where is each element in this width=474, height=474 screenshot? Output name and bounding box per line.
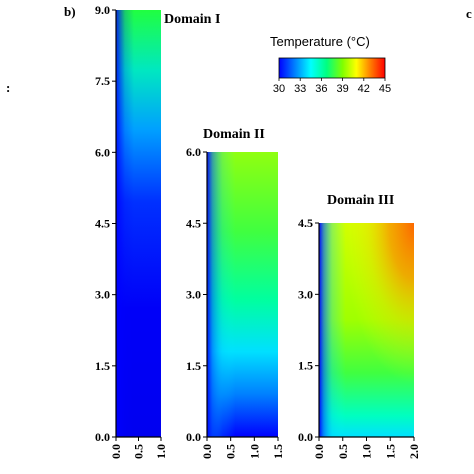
domain-3-x-tick-label: 2.0 — [407, 444, 421, 459]
domain-1-x-tick-label: 1.0 — [154, 444, 168, 459]
domain-1-axes: 0.0 1.5 3.0 4.5 6.0 7.5 9.0 0.0 0.5 1.0 — [95, 3, 168, 459]
colorbar-ticks: 30 33 36 39 42 45 — [273, 78, 391, 95]
domain-1-x-tick-label: 0.0 — [109, 444, 123, 459]
panel-letter: b) — [64, 4, 76, 19]
domain-3-wall-shading — [319, 223, 414, 437]
colorbar: Temperature (°C) 30 33 36 39 42 45 — [270, 34, 391, 95]
domain-3-x-tick-label: 0.5 — [336, 444, 350, 459]
domain-1-y-tick-label: 7.5 — [95, 74, 110, 88]
domain-2-y-tick-label: 3.0 — [186, 288, 201, 302]
colorbar-tick-label: 33 — [294, 83, 306, 95]
domain-3-title: Domain III — [327, 193, 394, 208]
domain-2-title: Domain II — [203, 127, 265, 142]
domain-3-y-tick-label: 0.0 — [298, 430, 313, 444]
domain-1-wall-shading — [116, 10, 161, 437]
domain-3-panel: Domain III 0.0 1.5 3.0 4.5 0.0 0.5 1.0 1.5 2.0 — [298, 193, 421, 459]
domain-3-y-tick-label: 4.5 — [298, 216, 313, 230]
domain-2-x-tick-label: 1.5 — [271, 444, 285, 459]
domain-1-y-tick-label: 3.0 — [95, 288, 110, 302]
colorbar-tick-label: 39 — [336, 83, 348, 95]
domain-2-y-tick-label: 4.5 — [186, 216, 201, 230]
domain-1-y-tick-label: 6.0 — [95, 145, 110, 159]
domain-1-x-tick-label: 0.5 — [132, 444, 146, 459]
colorbar-tick-label: 36 — [315, 83, 327, 95]
colorbar-gradient — [278, 57, 386, 79]
colorbar-tick-label: 42 — [358, 83, 370, 95]
colorbar-title: Temperature (°C) — [270, 34, 370, 49]
domain-1-y-tick-label: 0.0 — [95, 430, 110, 444]
domain-1-panel: Domain I 0.0 1.5 3.0 4.5 6.0 7.5 9.0 0.0 0.5 1.0 — [95, 3, 220, 459]
domain-2-y-tick-label: 6.0 — [186, 145, 201, 159]
edge-letter-right: c — [466, 6, 472, 21]
domain-3-axes: 0.0 1.5 3.0 4.5 0.0 0.5 1.0 1.5 2.0 — [298, 216, 421, 459]
domain-2-y-tick-label: 0.0 — [186, 430, 201, 444]
domain-3-x-tick-label: 0.0 — [312, 444, 326, 459]
colorbar-tick-label: 45 — [379, 83, 391, 95]
domain-2-y-tick-label: 1.5 — [186, 359, 201, 373]
domain-3-x-tick-label: 1.5 — [383, 444, 397, 459]
domain-2-wall-shading — [207, 152, 278, 437]
domain-2-x-tick-label: 0.5 — [224, 444, 238, 459]
domain-1-title: Domain I — [164, 12, 220, 27]
domain-2-panel: Domain II 0.0 1.5 3.0 4.5 6.0 0.0 0.5 1.0 1.5 — [186, 127, 285, 459]
domain-2-axes: 0.0 1.5 3.0 4.5 6.0 0.0 0.5 1.0 1.5 — [186, 145, 285, 459]
domain-1-y-tick-label: 4.5 — [95, 217, 110, 231]
edge-mark-left: : — [6, 80, 10, 95]
domain-1-y-tick-label: 9.0 — [95, 3, 110, 17]
domain-1-y-tick-label: 1.5 — [95, 359, 110, 373]
domain-2-x-tick-label: 0.0 — [200, 444, 214, 459]
colorbar-tick-label: 30 — [273, 83, 285, 95]
domain-3-x-tick-label: 1.0 — [360, 444, 374, 459]
domain-3-y-tick-label: 1.5 — [298, 359, 313, 373]
domain-2-x-tick-label: 1.0 — [247, 444, 261, 459]
domain-3-y-tick-label: 3.0 — [298, 287, 313, 301]
